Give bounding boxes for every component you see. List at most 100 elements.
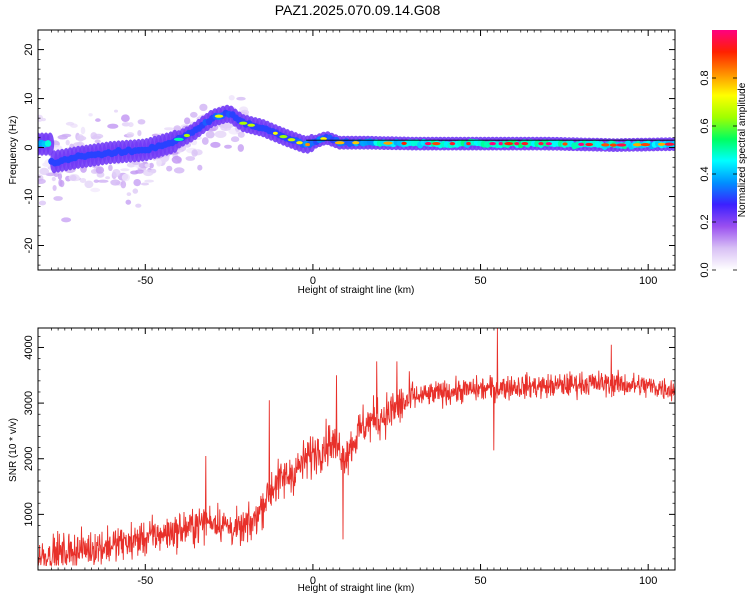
- spectrogram-blob: [90, 132, 98, 140]
- spectrogram-blob: [149, 162, 154, 169]
- spectrogram-blob: [171, 155, 182, 164]
- spectrogram-x-tick-label: -50: [137, 275, 153, 287]
- spectrogram-blob: [126, 132, 135, 138]
- page-title: PAZ1.2025.070.09.14.G08: [274, 2, 441, 18]
- snr-y-tick-label: 2000: [23, 446, 35, 470]
- spectrogram-blob: [57, 173, 63, 180]
- spectrogram-blob: [240, 109, 250, 115]
- spectrogram-peak: [657, 142, 666, 146]
- spectrogram-blob: [120, 180, 127, 189]
- spectrogram-blob: [237, 131, 245, 138]
- colorbar-tick-label: 0.8: [699, 70, 711, 85]
- spectrogram-peak: [320, 137, 327, 141]
- spectrogram-blob: [93, 179, 100, 183]
- spectrogram-blob: [214, 130, 227, 138]
- spectrogram-blob: [201, 137, 209, 145]
- colorbar-tick-label: 0.4: [699, 166, 711, 181]
- spectrogram-peak: [401, 141, 407, 145]
- spectrogram-blob: [230, 136, 240, 143]
- snr-x-tick-label: 0: [310, 575, 316, 587]
- spectrogram-peak: [449, 142, 456, 146]
- spectrogram-peak: [504, 142, 514, 146]
- spectrogram-peak: [498, 142, 503, 146]
- spectrogram-blob: [80, 126, 86, 135]
- colorbar-ticks: 0.0 0.2 0.4 0.6 0.8: [699, 70, 737, 278]
- spectrogram-blob: [51, 145, 63, 151]
- snr-ticks: -50 0 50 100 1000 2000 3000 4000: [23, 328, 676, 587]
- spectrogram-blob: [121, 173, 130, 182]
- spectrogram-blob: [236, 96, 246, 101]
- spectrogram-peak: [514, 142, 520, 146]
- spectrogram-blob: [173, 167, 185, 174]
- spectrogram-blob: [137, 130, 142, 137]
- spectrogram-y-axis-title: Frequency (Hz): [8, 116, 19, 185]
- spectrogram-peak: [489, 142, 496, 146]
- spectrogram-blob: [88, 113, 93, 117]
- spectrogram-blob: [185, 156, 196, 161]
- spectrogram-peak: [272, 131, 278, 135]
- spectrogram-peak: [214, 114, 224, 118]
- snr-y-tick-label: 1000: [23, 502, 35, 526]
- spectrogram-blob: [133, 179, 141, 187]
- spectrogram-peak: [305, 143, 310, 147]
- spectrogram-y-tick-label: 0: [23, 144, 35, 150]
- spectrogram-peak: [466, 142, 471, 146]
- spectrogram-blob: [140, 182, 150, 186]
- spectrogram-frame: [37, 29, 676, 271]
- spectrogram-ticks: -50 0 50 100 -20 -10 0 10 20: [23, 29, 676, 287]
- spectrogram-blob: [61, 133, 72, 138]
- spectrogram-peak: [383, 141, 393, 145]
- snr-x-axis-title: Height of straight line (km): [298, 583, 415, 594]
- spectrogram-blob: [164, 127, 174, 131]
- spectrogram-peak: [334, 141, 345, 145]
- spectrogram-y-tick-label: -10: [23, 189, 35, 205]
- spectrogram-blob: [59, 180, 65, 188]
- spectrogram-blob: [144, 163, 151, 168]
- spectrogram-peak: [432, 142, 441, 146]
- spectrogram-peak: [585, 142, 594, 147]
- spectrogram-peak: [521, 142, 529, 146]
- spectrogram-peak: [616, 143, 627, 147]
- spectrogram-blob: [125, 199, 132, 205]
- spectrogram-peak: [296, 141, 303, 145]
- spectrogram-band: [44, 140, 52, 147]
- spectrogram-blob: [184, 117, 191, 125]
- spectrogram-blob: [39, 167, 50, 175]
- snr-y-axis-title: SNR (10 * v/v): [8, 418, 19, 482]
- spectrogram-blob: [95, 118, 101, 122]
- spectrogram-blob: [112, 169, 121, 177]
- spectrogram-peak: [545, 142, 553, 146]
- spectrogram-blob: [128, 122, 134, 128]
- snr-x-tick-label: 100: [639, 575, 657, 587]
- spectrogram-blob: [97, 179, 109, 183]
- spectrogram-peak: [239, 121, 248, 125]
- spectrogram-peak: [247, 123, 255, 127]
- spectrogram-x-axis-title: Height of straight line (km): [298, 285, 415, 296]
- snr-x-tick-label: -50: [137, 575, 153, 587]
- spectrogram-blob: [70, 174, 77, 181]
- spectrogram-x-tick-label: 100: [639, 275, 657, 287]
- snr-y-tick-label: 3000: [23, 391, 35, 415]
- spectrogram-blob: [237, 144, 244, 152]
- spectrogram-blob: [156, 159, 162, 167]
- spectrogram-blob: [121, 114, 130, 122]
- colorbar-tick-label: 0.2: [699, 214, 711, 229]
- spectrogram-blob: [134, 169, 145, 174]
- spectrogram-peak: [601, 143, 610, 147]
- spectrogram-blob: [210, 141, 221, 148]
- spectrogram-blob: [110, 179, 121, 186]
- spectrogram-blob: [121, 122, 131, 127]
- spectrogram-blob: [108, 164, 113, 171]
- snr-x-tick-label: 50: [474, 575, 486, 587]
- spectrogram-blob: [53, 196, 63, 201]
- spectrogram-peak: [173, 137, 184, 141]
- spectrogram-marks: [38, 95, 675, 223]
- colorbar-label: Normalized spectral amplitude: [737, 82, 748, 217]
- spectrogram-blob: [191, 149, 198, 157]
- spectrogram-blob: [224, 144, 232, 149]
- spectrogram-blob: [52, 185, 57, 191]
- spectrogram-peak: [538, 142, 544, 146]
- spectrogram-blob: [120, 168, 130, 172]
- colorbar: 0.0 0.2 0.4 0.6 0.8 Normalized spectral ampl…: [699, 30, 748, 278]
